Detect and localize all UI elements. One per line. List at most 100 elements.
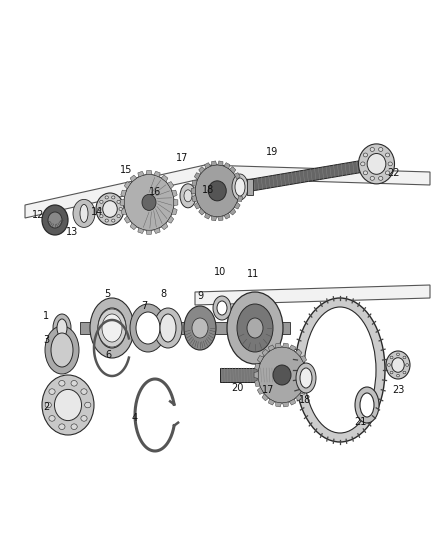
Text: 18: 18	[202, 185, 214, 195]
Text: 15: 15	[120, 165, 132, 175]
Polygon shape	[138, 228, 144, 233]
Ellipse shape	[388, 162, 392, 166]
Polygon shape	[192, 195, 197, 201]
Ellipse shape	[208, 181, 226, 201]
Polygon shape	[194, 202, 200, 209]
Polygon shape	[296, 394, 302, 401]
Polygon shape	[257, 356, 264, 363]
Ellipse shape	[385, 171, 390, 175]
Ellipse shape	[59, 424, 65, 430]
Ellipse shape	[378, 148, 383, 151]
Text: 11: 11	[247, 269, 259, 279]
Ellipse shape	[273, 365, 291, 385]
Polygon shape	[120, 199, 124, 206]
Ellipse shape	[406, 364, 409, 366]
Polygon shape	[199, 167, 205, 173]
Ellipse shape	[102, 314, 122, 342]
Polygon shape	[124, 182, 131, 189]
Polygon shape	[191, 188, 195, 194]
Ellipse shape	[385, 153, 390, 157]
Polygon shape	[300, 356, 307, 363]
Ellipse shape	[42, 205, 68, 235]
Text: 22: 22	[387, 168, 399, 178]
Polygon shape	[224, 213, 230, 219]
Polygon shape	[254, 372, 258, 378]
Polygon shape	[192, 180, 197, 187]
Ellipse shape	[396, 374, 399, 377]
Polygon shape	[283, 402, 288, 407]
Polygon shape	[234, 173, 240, 180]
Polygon shape	[262, 394, 268, 401]
Ellipse shape	[71, 424, 77, 430]
Ellipse shape	[154, 308, 182, 348]
Text: 10: 10	[214, 267, 226, 277]
Polygon shape	[268, 399, 275, 405]
Polygon shape	[130, 223, 137, 230]
Text: 13: 13	[66, 227, 78, 237]
Ellipse shape	[160, 314, 176, 342]
Polygon shape	[121, 208, 126, 215]
Ellipse shape	[42, 375, 94, 435]
Polygon shape	[130, 175, 137, 182]
Ellipse shape	[237, 304, 273, 352]
Ellipse shape	[378, 176, 383, 180]
Polygon shape	[268, 345, 275, 351]
Polygon shape	[239, 188, 243, 194]
Text: 19: 19	[266, 147, 278, 157]
Text: 20: 20	[231, 383, 243, 393]
Text: 2: 2	[43, 402, 49, 412]
Ellipse shape	[184, 306, 216, 350]
Ellipse shape	[358, 144, 395, 184]
Ellipse shape	[48, 212, 62, 228]
Polygon shape	[172, 208, 177, 215]
Polygon shape	[304, 364, 309, 370]
Ellipse shape	[49, 416, 55, 421]
Polygon shape	[247, 160, 364, 192]
Polygon shape	[146, 171, 152, 175]
Text: 8: 8	[160, 289, 166, 299]
Ellipse shape	[247, 318, 263, 338]
Ellipse shape	[300, 368, 312, 388]
Ellipse shape	[103, 201, 117, 217]
Polygon shape	[195, 285, 430, 305]
Polygon shape	[276, 402, 282, 407]
Bar	[247, 179, 253, 195]
Ellipse shape	[370, 176, 374, 180]
Polygon shape	[230, 208, 236, 215]
Polygon shape	[154, 171, 160, 177]
Ellipse shape	[142, 195, 156, 211]
Text: 4: 4	[132, 413, 138, 423]
Ellipse shape	[80, 204, 88, 222]
Ellipse shape	[100, 200, 103, 204]
Polygon shape	[283, 343, 288, 348]
Polygon shape	[237, 195, 243, 201]
Ellipse shape	[49, 389, 55, 394]
Polygon shape	[304, 379, 309, 386]
Ellipse shape	[45, 326, 79, 374]
Ellipse shape	[232, 174, 248, 200]
Polygon shape	[296, 349, 302, 356]
Ellipse shape	[85, 402, 91, 408]
Ellipse shape	[195, 165, 239, 217]
Ellipse shape	[355, 387, 379, 423]
Polygon shape	[25, 165, 430, 218]
Text: 9: 9	[197, 291, 203, 301]
Ellipse shape	[136, 312, 160, 344]
Polygon shape	[174, 199, 178, 206]
Ellipse shape	[396, 353, 399, 356]
Ellipse shape	[192, 318, 208, 338]
Ellipse shape	[53, 314, 71, 342]
Ellipse shape	[112, 219, 115, 222]
Ellipse shape	[117, 200, 120, 204]
Polygon shape	[212, 161, 217, 166]
Polygon shape	[276, 343, 282, 348]
Polygon shape	[237, 180, 243, 187]
Polygon shape	[205, 163, 211, 168]
Polygon shape	[300, 387, 307, 394]
Polygon shape	[199, 208, 205, 215]
Ellipse shape	[59, 381, 65, 386]
Ellipse shape	[45, 402, 51, 408]
Ellipse shape	[392, 358, 404, 372]
Ellipse shape	[117, 215, 120, 217]
Ellipse shape	[81, 416, 87, 421]
